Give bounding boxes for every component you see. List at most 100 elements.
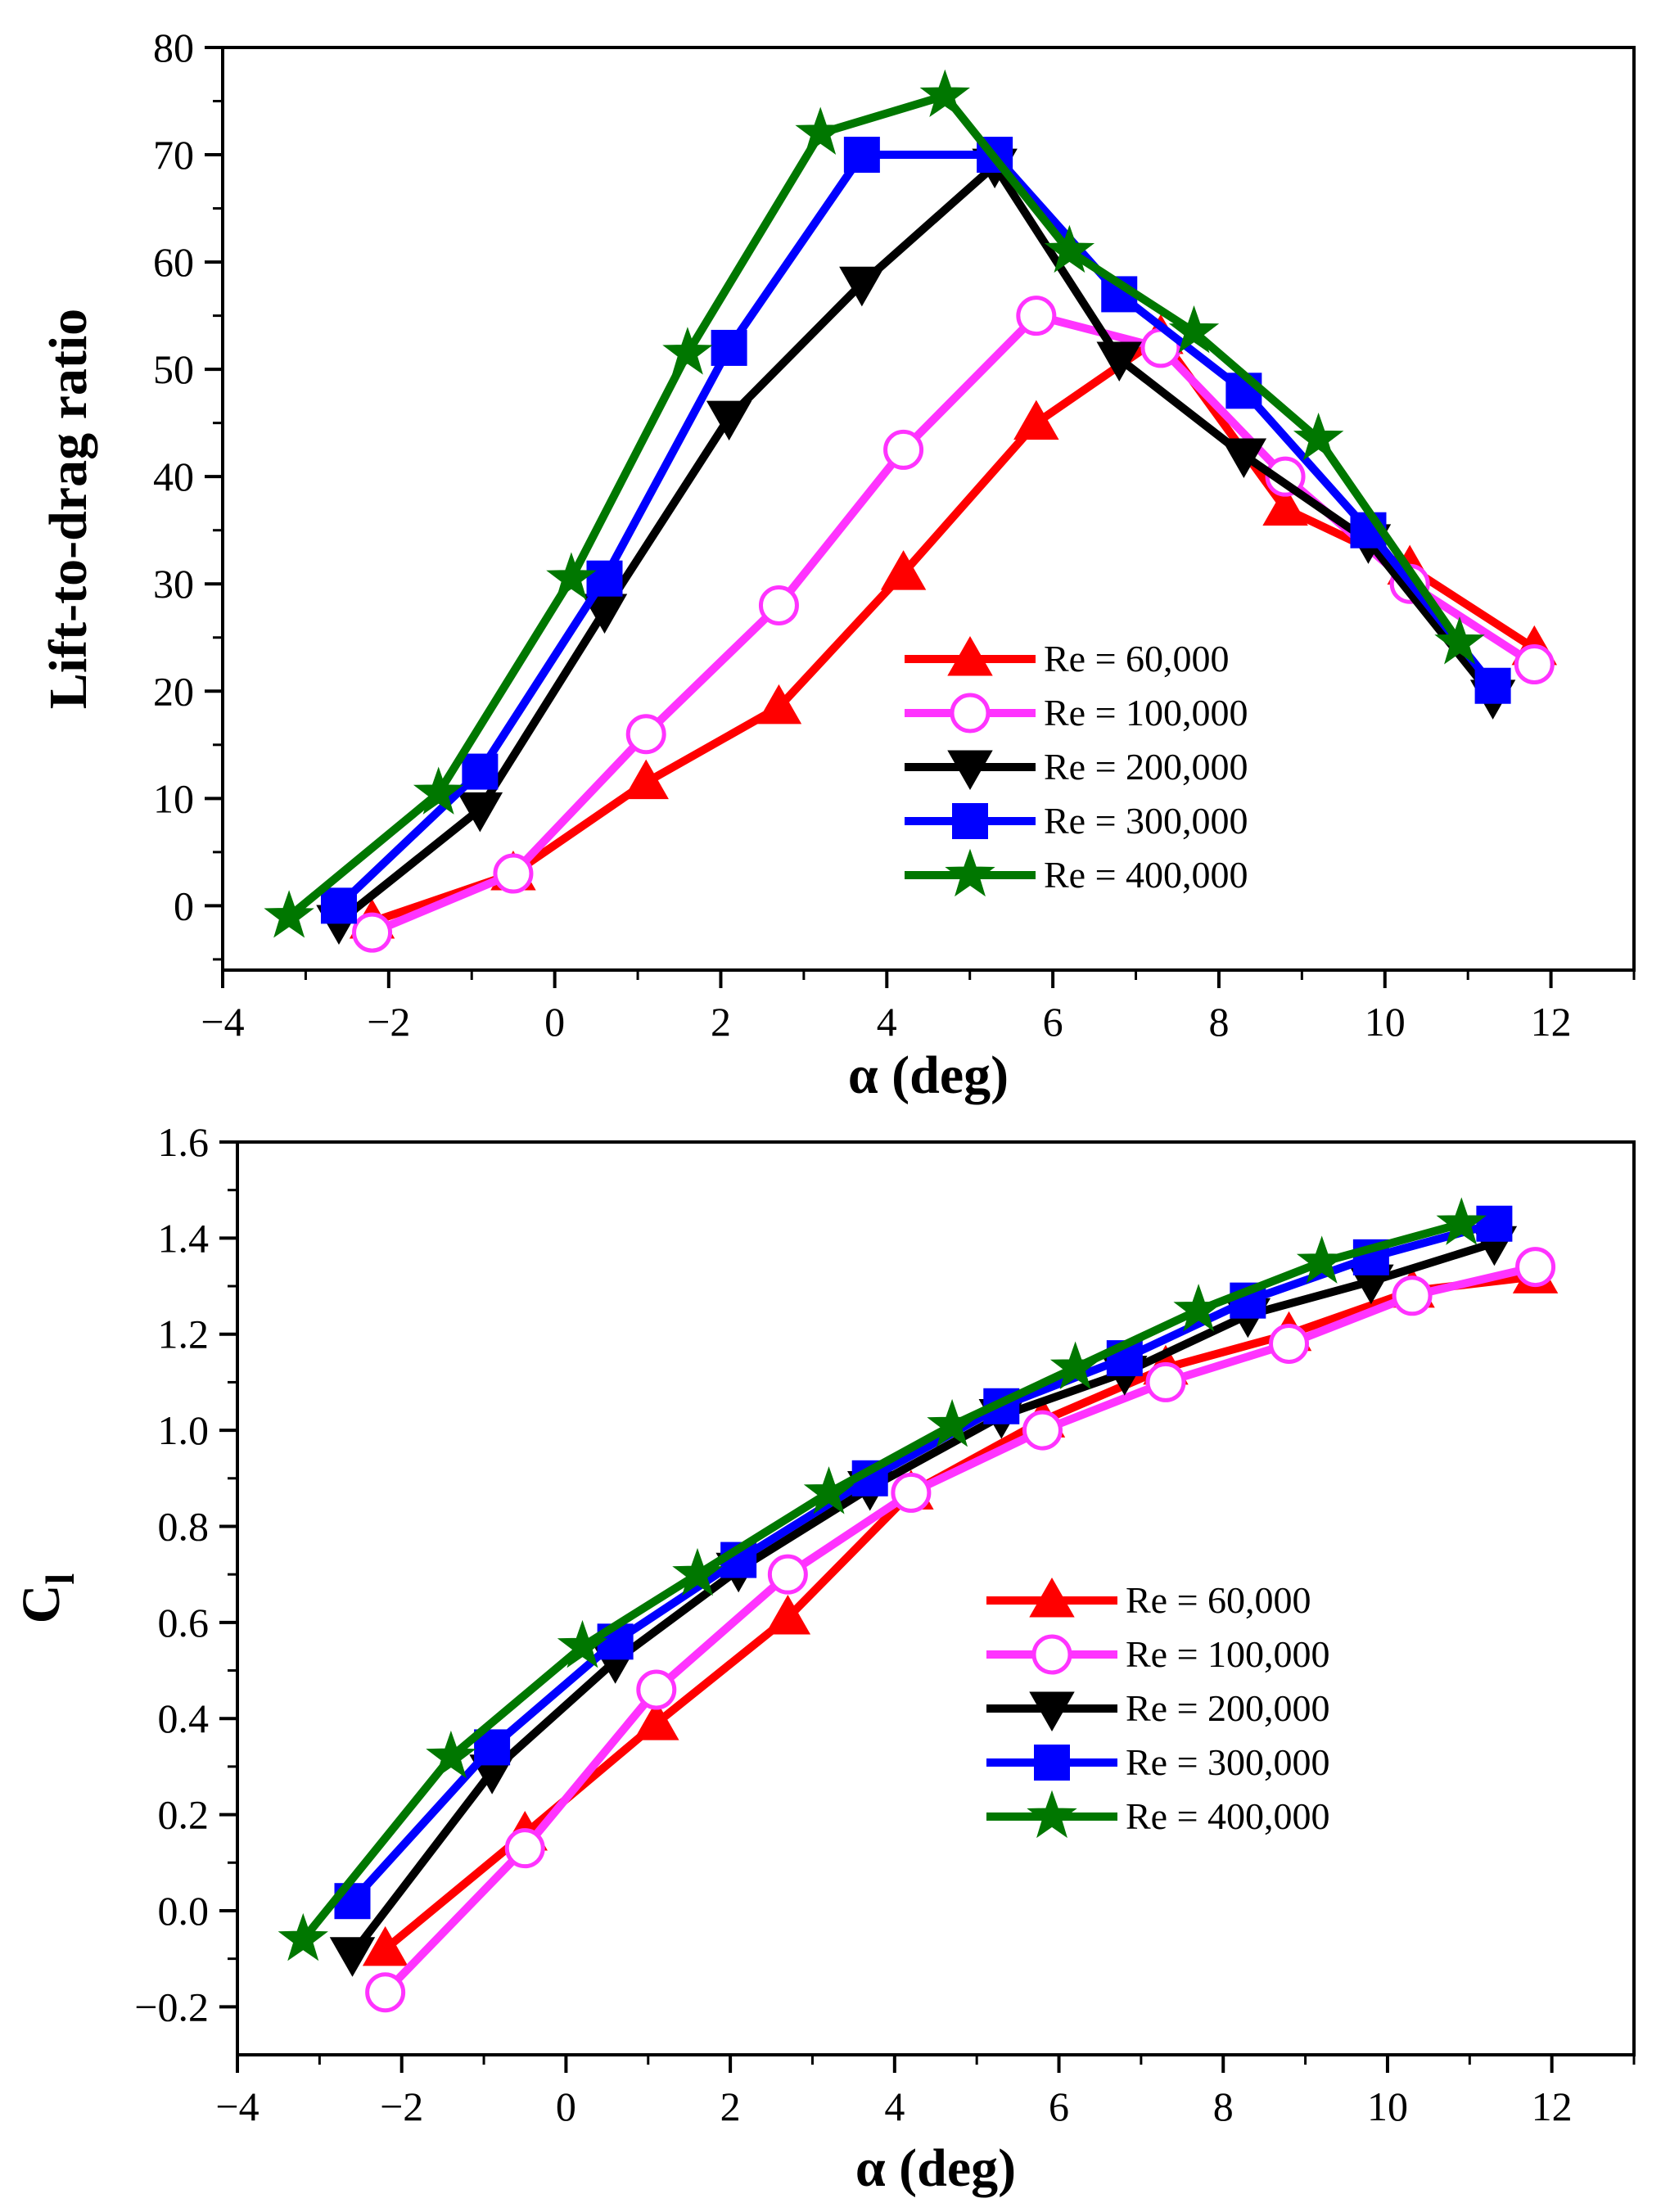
series-4 xyxy=(278,1197,1487,1961)
data-point xyxy=(891,1472,932,1513)
legend-marker xyxy=(950,693,991,734)
y-tick-label: 0.6 xyxy=(158,1600,210,1645)
data-point xyxy=(711,329,747,366)
y-tick-label: 40 xyxy=(153,454,194,499)
series-0 xyxy=(349,314,1558,939)
x-tick-label: 0 xyxy=(556,2083,576,2129)
lift-to-drag-chart: −4 −2 0 2 4 6 8 10 12 0 10 20 30 40 50 60 70 80 α (deg) Lif… xyxy=(38,25,1636,1105)
y-tick-label: 0.4 xyxy=(158,1695,210,1741)
data-point xyxy=(625,714,666,755)
data-point xyxy=(636,1669,677,1710)
series-line xyxy=(300,1219,1463,1943)
x-tick-label: 10 xyxy=(1365,999,1406,1045)
data-point xyxy=(586,560,623,597)
y-tick-label: 50 xyxy=(153,346,194,392)
data-point xyxy=(1515,1247,1556,1288)
y-tick-label: 20 xyxy=(153,668,194,714)
legend-marker xyxy=(947,750,993,791)
legend-label: Re = 60,000 xyxy=(1044,638,1230,679)
data-point xyxy=(352,912,393,953)
series-line xyxy=(382,1262,1537,1996)
data-point xyxy=(457,792,503,833)
y-axis-title-subscript: l xyxy=(37,1573,83,1585)
data-point xyxy=(843,137,880,174)
data-point xyxy=(546,552,597,600)
data-point xyxy=(1262,485,1308,526)
data-point xyxy=(1436,1197,1487,1245)
data-point xyxy=(839,266,885,307)
plot-frame xyxy=(236,1140,1636,2056)
legend-label: Re = 200,000 xyxy=(1126,1687,1330,1729)
data-point xyxy=(320,887,357,924)
data-point xyxy=(365,1972,406,2013)
data-point xyxy=(1168,305,1220,354)
series-1 xyxy=(365,1247,1556,2013)
data-point xyxy=(767,1554,808,1595)
data-point xyxy=(1392,1275,1433,1316)
data-point xyxy=(795,106,846,155)
legend-marker xyxy=(947,635,993,676)
data-point xyxy=(1474,667,1511,704)
x-tick-label: 8 xyxy=(1208,999,1229,1045)
legend-label: Re = 200,000 xyxy=(1044,746,1248,788)
data-point xyxy=(1221,438,1267,478)
data-point xyxy=(880,550,927,590)
y-tick-label: 0.0 xyxy=(158,1888,210,1934)
x-tick-label: 4 xyxy=(877,999,897,1045)
y-tick-label: 1.6 xyxy=(158,1119,210,1165)
x-tick-label: −2 xyxy=(380,2083,423,2129)
legend-label: Re = 60,000 xyxy=(1126,1579,1311,1621)
series-line xyxy=(370,332,1537,926)
legend: Re = 60,000 Re = 100,000 Re = 200,000 Re = … xyxy=(986,1577,1330,1839)
x-axis-title: α (deg) xyxy=(855,2138,1016,2198)
legend-label: Re = 400,000 xyxy=(1044,854,1248,896)
plot-frame xyxy=(221,46,1636,972)
data-point xyxy=(706,400,752,441)
x-tick-label: 6 xyxy=(1049,2083,1069,2129)
data-point xyxy=(362,1925,408,1966)
data-point xyxy=(927,1398,977,1447)
y-tick-label: 60 xyxy=(153,239,194,285)
legend-label: Re = 100,000 xyxy=(1044,692,1248,734)
data-point xyxy=(1049,1341,1101,1389)
data-point xyxy=(672,1547,723,1596)
series-1 xyxy=(352,296,1555,953)
data-point xyxy=(413,766,464,815)
series-line xyxy=(349,1239,1496,1957)
series-3 xyxy=(334,1205,1513,1920)
x-tick-label: 0 xyxy=(544,999,565,1045)
legend-label: Re = 300,000 xyxy=(1044,800,1248,842)
y-tick-label: 0.2 xyxy=(158,1792,210,1838)
x-tick-label: −4 xyxy=(215,2083,259,2129)
data-point xyxy=(1016,296,1057,336)
x-tick-label: 4 xyxy=(884,2083,905,2129)
data-point xyxy=(1022,1410,1063,1451)
series-4 xyxy=(264,69,1485,938)
x-tick-label: 2 xyxy=(711,999,731,1045)
data-point xyxy=(1434,616,1485,665)
data-point xyxy=(1296,1235,1347,1284)
x-tick-label: 12 xyxy=(1531,999,1572,1045)
y-tick-label: 70 xyxy=(153,132,194,178)
data-point xyxy=(329,1937,376,1977)
data-point xyxy=(1173,1284,1224,1332)
x-tick-label: −4 xyxy=(201,999,244,1045)
series-line xyxy=(336,161,1496,925)
y-tick-label: 80 xyxy=(153,25,194,70)
legend-marker xyxy=(1034,1745,1070,1781)
y-tick-label: 10 xyxy=(153,775,194,821)
data-point xyxy=(1044,224,1095,273)
data-point xyxy=(883,429,924,470)
data-point xyxy=(504,1828,545,1869)
lift-coefficient-chart: −4 −2 0 2 4 6 8 10 12 −0.2 0.0 0.2 0.4 0.6 0.8 1.0 1.2 1.… xyxy=(11,1119,1636,2198)
legend-marker xyxy=(1031,1634,1072,1675)
series-0 xyxy=(362,1253,1559,1966)
data-point xyxy=(1476,1205,1513,1242)
data-point xyxy=(758,585,799,625)
data-point xyxy=(765,1594,811,1635)
x-tick-label: 2 xyxy=(720,2083,741,2129)
x-tick-label: 6 xyxy=(1043,999,1063,1045)
data-point xyxy=(557,1619,608,1668)
series-line xyxy=(382,1272,1537,1952)
